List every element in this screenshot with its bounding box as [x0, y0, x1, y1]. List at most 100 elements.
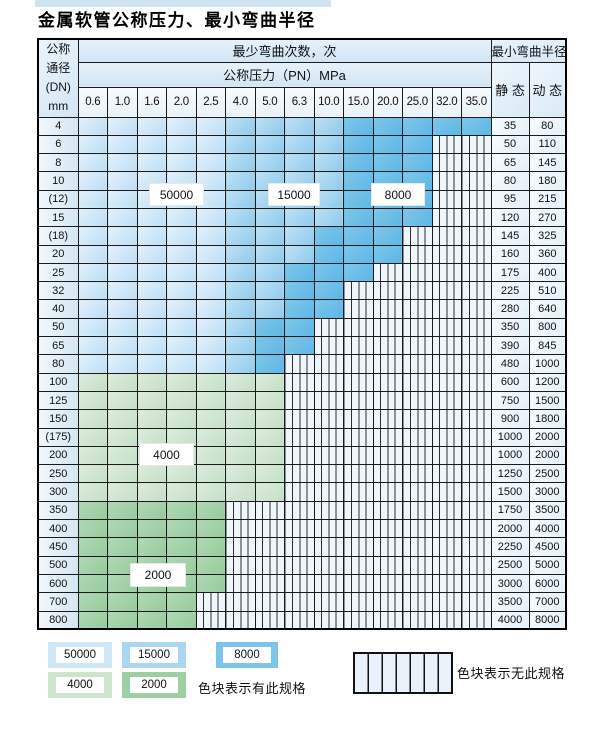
spec-cell-4000 [77, 445, 108, 466]
spec-cell-4000 [107, 372, 138, 392]
spec-cell-8000 [343, 153, 374, 173]
pressure-col-header: 5.0 [254, 86, 285, 118]
dynamic-radius-cell: 400 [528, 262, 567, 283]
spec-cell-50000 [107, 153, 138, 173]
no-spec-cell [254, 537, 285, 557]
static-radius-cell: 2500 [490, 555, 530, 575]
static-radius-cell: 1000 [490, 445, 530, 466]
zone-label-8000: 8000 [372, 184, 424, 205]
spec-cell-50000 [195, 226, 226, 246]
dn-cell: 200 [37, 445, 79, 466]
spec-cell-4000 [254, 482, 285, 502]
dn-cell: (12) [37, 189, 79, 209]
dn-cell: 25 [37, 262, 79, 283]
table-row: 800 4000 8000 [37, 610, 567, 630]
spec-cell-50000 [107, 336, 138, 356]
spec-cell-50000 [166, 153, 197, 173]
no-spec-cell [402, 317, 433, 338]
no-spec-cell [313, 427, 344, 447]
no-spec-cell [343, 464, 374, 484]
no-spec-cell [372, 482, 403, 502]
spec-cell-8000 [284, 317, 315, 338]
no-spec-cell [461, 519, 492, 539]
static-radius-cell: 2000 [490, 519, 530, 539]
pressure-col-header: 32.0 [431, 86, 462, 118]
dn-cell: 450 [37, 537, 79, 557]
spec-cell-50000 [107, 226, 138, 246]
static-col-header: 静 态 [490, 61, 530, 118]
no-spec-cell [254, 500, 285, 521]
spec-cell-8000 [284, 281, 315, 301]
dn-cell: 6 [37, 134, 79, 155]
no-spec-cell [284, 354, 315, 374]
dynamic-radius-cell: 1000 [528, 354, 567, 374]
no-spec-cell [313, 464, 344, 484]
no-spec-cell [343, 445, 374, 466]
dn-cell: 500 [37, 555, 79, 575]
pressure-col-header: 2.5 [195, 86, 226, 118]
static-radius-cell: 1250 [490, 464, 530, 484]
static-radius-cell: 3500 [490, 592, 530, 612]
no-spec-cell [461, 299, 492, 319]
dynamic-radius-cell: 360 [528, 244, 567, 264]
table-row: 250 1250 2500 [37, 464, 567, 484]
spec-cell-15000 [284, 226, 315, 246]
no-spec-cell [284, 390, 315, 411]
table-row: 80 480 1000 [37, 354, 567, 374]
no-spec-cell [372, 464, 403, 484]
spec-cell-2000 [136, 592, 167, 612]
spec-cell-15000 [254, 281, 285, 301]
spec-cell-50000 [166, 134, 197, 155]
dn-cell: (18) [37, 226, 79, 246]
spec-cell-4000 [166, 464, 197, 484]
spec-cell-50000 [166, 116, 197, 136]
dynamic-radius-cell: 845 [528, 336, 567, 356]
spec-cell-50000 [195, 244, 226, 264]
table-row: 6 50 110 [37, 134, 567, 155]
static-radius-cell: 35 [490, 116, 530, 136]
spec-cell-50000 [107, 354, 138, 374]
dynamic-radius-cell: 1200 [528, 372, 567, 392]
spec-cell-4000 [77, 390, 108, 411]
spec-cell-50000 [136, 116, 167, 136]
no-spec-cell [402, 610, 433, 630]
header-row-1: 公称 通径 (DN) mm 最少弯曲次数，次 最小弯曲半径 [37, 38, 567, 118]
spec-cell-2000 [195, 555, 226, 575]
pressure-col-header: 2.0 [166, 86, 197, 118]
spec-cell-8000 [402, 116, 433, 136]
no-spec-cell [431, 134, 462, 155]
no-spec-cell [461, 336, 492, 356]
no-spec-cell [372, 537, 403, 557]
static-radius-cell: 160 [490, 244, 530, 264]
spec-cell-2000 [77, 537, 108, 557]
no-spec-cell [431, 189, 462, 209]
no-spec-cell [431, 409, 462, 429]
no-spec-cell [225, 500, 256, 521]
spec-cell-50000 [166, 262, 197, 283]
dn-header-line1: 公称 [46, 42, 71, 57]
no-spec-cell [343, 610, 374, 630]
spec-cell-15000 [254, 244, 285, 264]
no-spec-cell [313, 409, 344, 429]
spec-cell-4000 [195, 427, 226, 447]
table-row: 450 2250 4500 [37, 537, 567, 557]
spec-cell-50000 [77, 171, 108, 191]
no-spec-cell [343, 281, 374, 301]
spec-cell-15000 [254, 116, 285, 136]
no-spec-cell [431, 573, 462, 594]
dn-corner-header: 公称 通径 (DN) mm [37, 38, 79, 118]
no-spec-cell [402, 573, 433, 594]
spec-cell-8000 [372, 207, 403, 228]
spec-cell-2000 [195, 537, 226, 557]
static-radius-cell: 1500 [490, 482, 530, 502]
spec-cell-50000 [166, 299, 197, 319]
spec-cell-4000 [195, 390, 226, 411]
spec-cell-50000 [77, 153, 108, 173]
spec-cell-50000 [195, 153, 226, 173]
dynamic-radius-cell: 3000 [528, 482, 567, 502]
spec-cell-4000 [225, 427, 256, 447]
spec-cell-50000 [107, 116, 138, 136]
dn-cell: 300 [37, 482, 79, 502]
table-row: (18) 145 325 [37, 226, 567, 246]
dynamic-radius-cell: 180 [528, 171, 567, 191]
